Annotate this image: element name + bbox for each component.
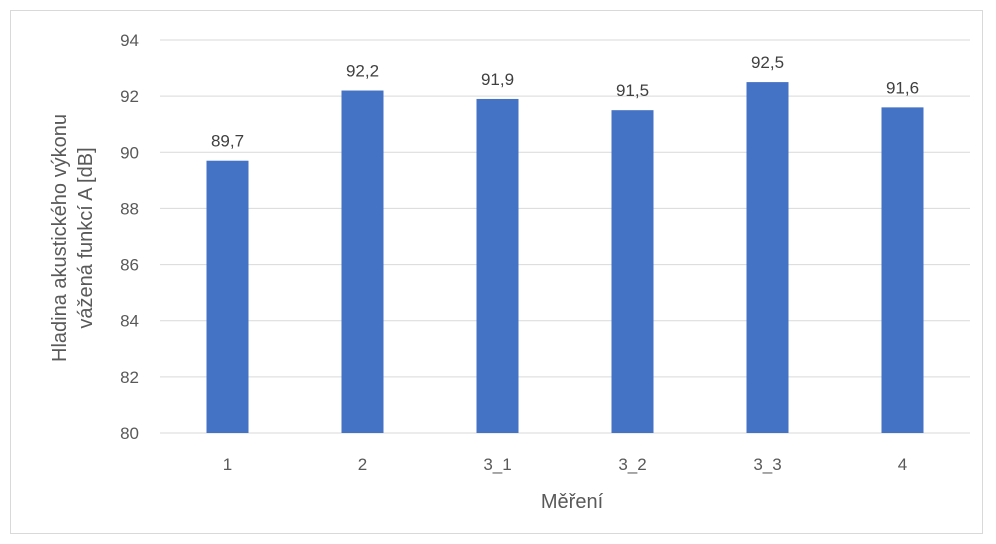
data-label-3_3: 92,5: [751, 53, 784, 72]
x-tick-label-1: 1: [223, 455, 232, 474]
bar-3_3: [746, 82, 789, 433]
bar-3_1: [476, 98, 519, 433]
y-tick-label: 80: [120, 424, 139, 443]
y-tick-label: 94: [120, 31, 139, 50]
data-label-2: 92,2: [346, 62, 379, 81]
bar-1: [206, 160, 249, 433]
data-label-4: 91,6: [886, 78, 919, 97]
data-label-3_2: 91,5: [616, 81, 649, 100]
x-axis-title: Měření: [541, 491, 604, 513]
bars: [206, 82, 924, 434]
x-tick-label-2: 2: [358, 455, 367, 474]
bar-3_2: [611, 110, 654, 433]
bar-2: [341, 90, 384, 434]
data-label-1: 89,7: [211, 132, 244, 151]
x-tick-label-3_1: 3_1: [483, 455, 511, 474]
y-tick-label: 92: [120, 87, 139, 106]
y-tick-label: 82: [120, 368, 139, 387]
y-tick-label: 88: [120, 199, 139, 218]
x-tick-label-3_3: 3_3: [753, 455, 781, 474]
x-tick-label-4: 4: [898, 455, 907, 474]
y-tick-label: 84: [120, 312, 139, 331]
data-label-3_1: 91,9: [481, 70, 514, 89]
bar-4: [881, 107, 924, 433]
y-tick-label: 90: [120, 143, 139, 162]
x-tick-labels: 1 2 3_1 3_2 3_3 4: [223, 455, 907, 474]
gridlines: [160, 39, 970, 434]
y-axis-title: Hladina akustického výkonu vážená funkcí…: [49, 114, 97, 362]
y-axis-title-line-2: vážená funkcí A [dB]: [75, 147, 97, 328]
data-labels: 89,7 92,2 91,9 91,5 92,5 91,6: [211, 53, 919, 151]
y-tick-labels: 80 82 84 86 88 90 92 94: [120, 31, 139, 443]
y-tick-label: 86: [120, 256, 139, 275]
x-tick-label-3_2: 3_2: [618, 455, 646, 474]
y-axis-title-line-1: Hladina akustického výkonu: [49, 114, 71, 362]
